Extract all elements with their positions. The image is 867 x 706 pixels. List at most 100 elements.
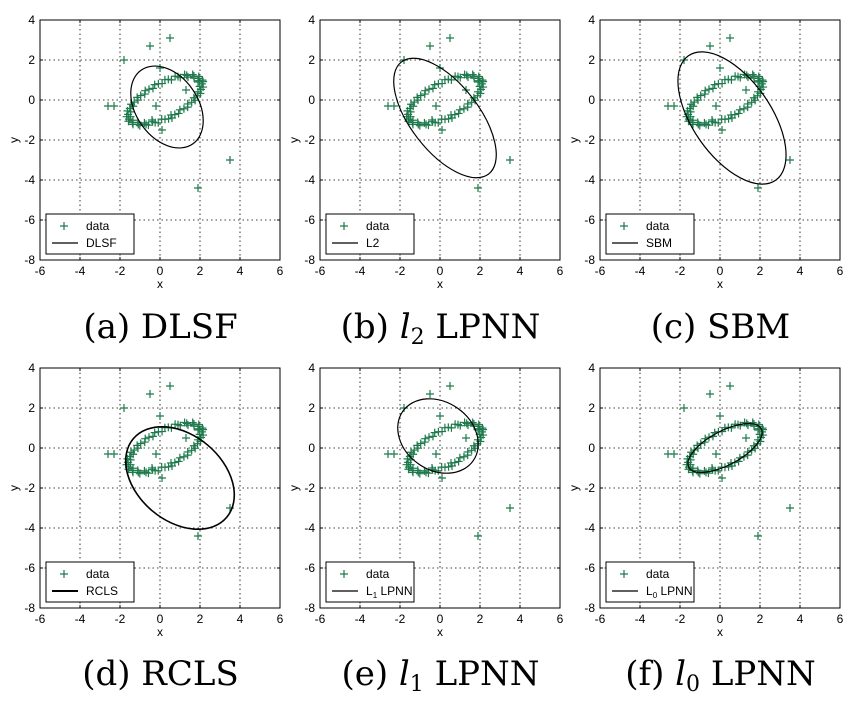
data-point (700, 466, 709, 475)
data-point (748, 70, 757, 79)
x-tick-label: -4 (355, 612, 366, 626)
outlier-point (152, 102, 160, 110)
legend-label-fit: L2 (366, 236, 380, 250)
y-tick-label: 2 (588, 401, 595, 415)
data-point (459, 104, 468, 113)
axes-frame (39, 19, 281, 261)
outlier-point (426, 42, 434, 50)
data-point (175, 105, 184, 114)
legend-marker-data (340, 222, 348, 230)
legend-box (325, 561, 415, 603)
y-tick-label: -2 (24, 481, 35, 495)
outlier-point (158, 126, 166, 134)
axes-frame (599, 19, 841, 261)
data-point (749, 72, 758, 81)
y-tick-label: -4 (24, 521, 35, 535)
y-axis-label: y (567, 485, 581, 491)
data-point (136, 91, 145, 100)
legend-marker-data (620, 222, 628, 230)
outlier-point (148, 116, 156, 124)
y-tick-label: -6 (304, 213, 315, 227)
data-point (416, 439, 425, 448)
legend-label-data: data (646, 567, 670, 581)
data-point (454, 457, 463, 466)
data-point (424, 433, 433, 442)
legend-label-data: data (86, 567, 110, 581)
legend-label-data: data (646, 219, 670, 233)
data-point (740, 70, 749, 79)
x-tick-label: -6 (315, 612, 326, 626)
outlier-point (158, 474, 166, 482)
x-tick-label: 0 (157, 264, 164, 278)
data-point (687, 100, 696, 109)
data-point (434, 427, 443, 436)
legend-marker-data (620, 570, 628, 578)
outlier-point (436, 412, 444, 420)
data-point (695, 469, 704, 478)
data-point (188, 70, 197, 79)
x-tick-label: -4 (355, 264, 366, 278)
outlier-point (670, 102, 678, 110)
outlier-point (182, 86, 190, 94)
data-point (404, 465, 413, 474)
outlier-point (182, 434, 190, 442)
y-tick-label: 4 (28, 13, 35, 27)
data-point (414, 468, 423, 477)
data-point (460, 70, 469, 79)
legend-label-fit: L1 LPNN (366, 584, 412, 600)
outlier-point (670, 450, 678, 458)
data-point (187, 98, 196, 107)
y-axis-label: y (287, 137, 301, 143)
data-point (420, 466, 429, 475)
y-tick-label: -8 (584, 253, 595, 267)
outlier-point (754, 184, 762, 192)
y-axis-label: y (287, 485, 301, 491)
y-tick-label: -6 (24, 561, 35, 575)
data-point (415, 469, 424, 478)
data-point (124, 117, 133, 126)
outlier-point (226, 156, 234, 164)
y-tick-label: 4 (588, 13, 595, 27)
outlier-point (438, 474, 446, 482)
y-tick-label: -2 (304, 133, 315, 147)
y-tick-label: -2 (304, 481, 315, 495)
x-axis-label: x (157, 277, 163, 291)
y-tick-label: -6 (584, 213, 595, 227)
outlier-point (474, 78, 482, 86)
data-point (468, 70, 477, 79)
y-tick-label: -8 (24, 253, 35, 267)
data-point (454, 109, 463, 118)
data-point (136, 439, 145, 448)
data-point (415, 121, 424, 130)
caption-f: (f) l0 LPNN (625, 654, 816, 697)
x-tick-label: 4 (517, 612, 524, 626)
outlier-point (706, 42, 714, 50)
data-point (144, 469, 153, 478)
legend-label-fit: L0 LPNN (646, 584, 692, 600)
outlier-point (754, 78, 762, 86)
outlier-point (716, 412, 724, 420)
data-point (434, 118, 443, 127)
data-point (183, 99, 192, 108)
outlier-point (506, 156, 514, 164)
x-tick-label: 4 (237, 264, 244, 278)
outlier-point (146, 42, 154, 50)
y-tick-label: -6 (584, 561, 595, 575)
x-tick-label: -4 (75, 612, 86, 626)
y-tick-label: 0 (588, 441, 595, 455)
outlier-point (152, 450, 160, 458)
outlier-point (448, 462, 456, 470)
data-point (748, 418, 757, 427)
data-point (154, 118, 163, 127)
x-tick-label: 4 (797, 264, 804, 278)
outlier-point (474, 532, 482, 540)
x-tick-label: 6 (557, 612, 564, 626)
y-tick-label: 0 (308, 441, 315, 455)
data-point (179, 452, 188, 461)
y-tick-label: 2 (28, 401, 35, 415)
fitted-ellipse (130, 65, 204, 149)
